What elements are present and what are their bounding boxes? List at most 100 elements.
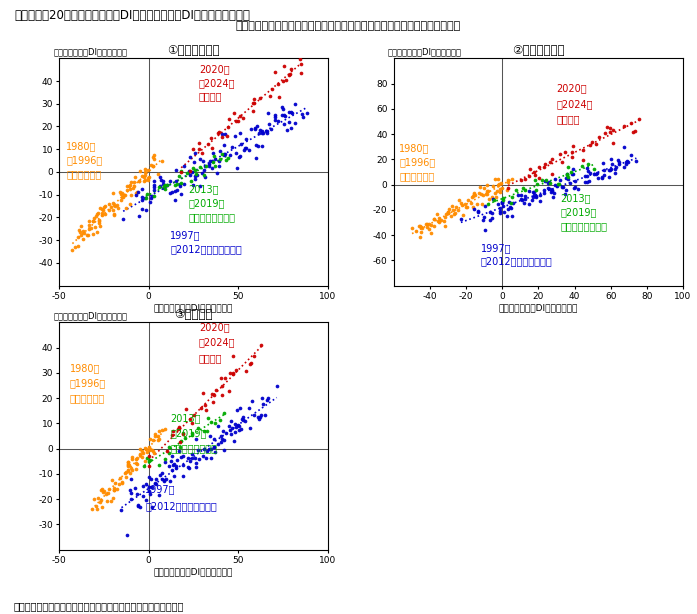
Text: 第１－２－20図　仕入価格判断DIと販売価格判断DIの関係（業種別）: 第１－２－20図 仕入価格判断DIと販売価格判断DIの関係（業種別）: [14, 9, 250, 22]
Point: [487, 208, 498, 218]
Point: [125, 177, 137, 187]
Point: [284, 70, 295, 80]
Point: [480, 225, 491, 235]
Point: [204, 160, 215, 169]
Point: [78, 228, 89, 238]
Point: [296, 68, 307, 78]
Point: [495, 187, 506, 197]
Point: [528, 187, 539, 197]
Point: [278, 111, 289, 120]
Point: [208, 434, 220, 444]
Point: [144, 445, 155, 454]
Point: [114, 187, 125, 197]
Point: [247, 106, 259, 116]
Point: [109, 484, 120, 494]
Point: [174, 437, 185, 447]
Text: 1980年: 1980年: [399, 143, 429, 153]
Point: [75, 228, 86, 238]
Point: [147, 161, 158, 171]
Text: 仕入価格の販売価格への転嵌状況は、デフレに陥る以前の姿に回帰している: 仕入価格の販売価格への転嵌状況は、デフレに陥る以前の姿に回帰している: [236, 21, 461, 31]
Point: [157, 179, 168, 189]
Point: [130, 458, 141, 468]
Point: [220, 429, 231, 438]
Point: [584, 176, 595, 186]
Point: [194, 154, 206, 164]
Point: [141, 447, 153, 457]
Point: [584, 168, 595, 178]
Point: [240, 134, 252, 144]
Point: [88, 216, 99, 226]
Point: [93, 216, 105, 225]
Point: [123, 460, 135, 470]
Point: [176, 178, 187, 188]
Point: [534, 173, 545, 183]
Text: （デフレ前）: （デフレ前）: [399, 171, 434, 181]
Point: [530, 175, 541, 185]
Point: [494, 206, 505, 216]
Point: [204, 161, 215, 171]
Point: [261, 126, 273, 136]
Point: [224, 114, 235, 124]
Point: [171, 456, 183, 465]
Point: [136, 184, 147, 193]
Point: [107, 198, 118, 208]
Point: [210, 161, 221, 171]
Point: [125, 199, 136, 209]
Point: [123, 465, 134, 475]
Point: [442, 208, 453, 217]
Point: [220, 149, 231, 159]
Text: （現在）: （現在）: [199, 91, 222, 101]
Text: 1997年: 1997年: [481, 243, 511, 253]
Point: [274, 91, 285, 101]
Point: [545, 157, 556, 166]
Point: [230, 422, 241, 432]
Point: [169, 180, 181, 190]
Text: 〜2012年（デフレ期）: 〜2012年（デフレ期）: [170, 244, 242, 254]
Point: [208, 442, 220, 452]
Point: [431, 209, 443, 219]
Point: [545, 184, 556, 194]
Point: [597, 173, 608, 183]
Point: [267, 84, 278, 94]
Point: [107, 205, 118, 215]
Point: [119, 468, 130, 478]
Title: ①加工系製造業: ①加工系製造業: [167, 44, 220, 57]
Point: [199, 165, 210, 175]
Text: （販売価格判断DI、ポイント）: （販売価格判断DI、ポイント）: [54, 47, 128, 56]
Point: [188, 157, 199, 166]
Point: [570, 176, 581, 186]
Point: [141, 453, 153, 463]
Point: [224, 421, 235, 431]
Point: [410, 226, 421, 236]
Text: 〜2024年: 〜2024年: [199, 78, 236, 88]
Text: 〜2024年: 〜2024年: [556, 99, 593, 109]
Point: [85, 223, 96, 233]
Point: [127, 454, 138, 464]
Point: [96, 502, 107, 511]
Point: [200, 161, 211, 171]
Point: [507, 211, 518, 220]
Point: [186, 430, 197, 440]
Point: [245, 359, 256, 368]
Point: [197, 168, 208, 178]
Point: [545, 178, 556, 188]
Point: [273, 116, 284, 126]
Point: [207, 143, 218, 153]
Point: [143, 456, 154, 466]
Point: [107, 475, 118, 485]
Text: 2013年: 2013年: [170, 413, 201, 423]
Point: [131, 489, 142, 499]
Point: [456, 198, 467, 208]
Point: [156, 156, 167, 166]
Point: [183, 462, 194, 472]
Point: [503, 204, 514, 214]
Point: [261, 395, 273, 405]
Point: [604, 127, 615, 137]
Point: [230, 131, 241, 141]
Point: [132, 187, 143, 196]
Point: [564, 178, 575, 188]
Point: [441, 209, 452, 219]
Point: [245, 124, 256, 134]
Point: [491, 192, 502, 202]
Point: [528, 190, 539, 200]
